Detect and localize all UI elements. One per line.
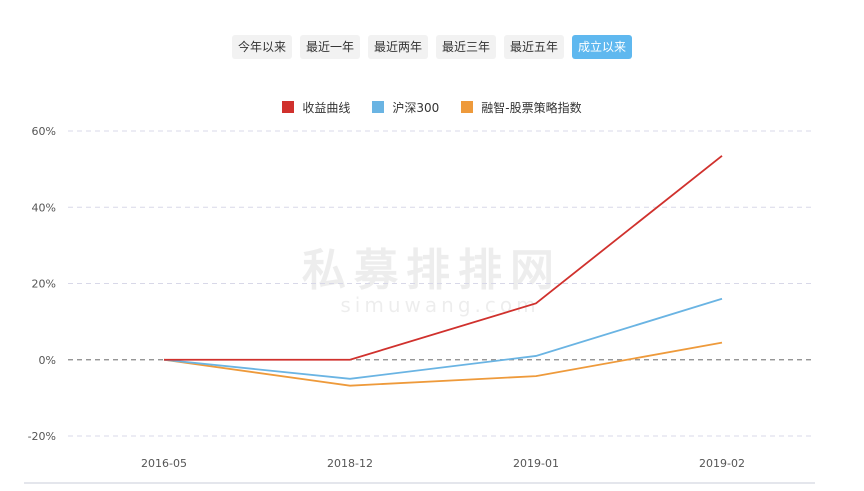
legend-item-1[interactable]: 沪深300 [372,98,439,116]
y-tick-label: 40% [32,201,56,214]
x-tick-label: 2018-12 [327,457,373,470]
tab-3[interactable]: 最近三年 [436,35,497,59]
legend-label: 融智-股票策略指数 [481,100,582,115]
tab-4[interactable]: 最近五年 [504,35,565,59]
tab-1[interactable]: 最近一年 [299,35,360,59]
x-tick-label: 2016-05 [141,457,187,470]
tab-2[interactable]: 最近两年 [367,35,428,59]
y-tick-label: 20% [32,278,56,291]
series-line [164,155,723,361]
tab-5[interactable]: 成立以来 [572,35,633,59]
watermark-cn: 私募排排网 [302,245,562,296]
legend-item-2[interactable]: 融智-股票策略指数 [461,98,582,116]
y-tick-label: 60% [32,125,56,138]
series-line [163,341,723,387]
x-tick-label: 2019-02 [699,457,745,470]
period-tabs: 今年以来 最近一年 最近两年 最近三年 最近五年 成立以来 [0,35,864,59]
y-tick-label: -20% [28,430,56,443]
legend-swatch [282,101,295,113]
legend-label: 收益曲线 [302,100,351,115]
legend-swatch [461,101,474,113]
x-tick-label: 2019-01 [513,457,559,470]
tab-0[interactable]: 今年以来 [231,35,292,59]
watermark-en: simuwang.com [340,293,539,317]
series-line [163,297,723,380]
chart-legend: 收益曲线 沪深300 融智-股票策略指数 [0,98,864,116]
legend-swatch [372,101,385,113]
legend-item-0[interactable]: 收益曲线 [282,98,350,116]
legend-label: 沪深300 [392,100,440,115]
y-tick-label: 0% [39,354,56,367]
